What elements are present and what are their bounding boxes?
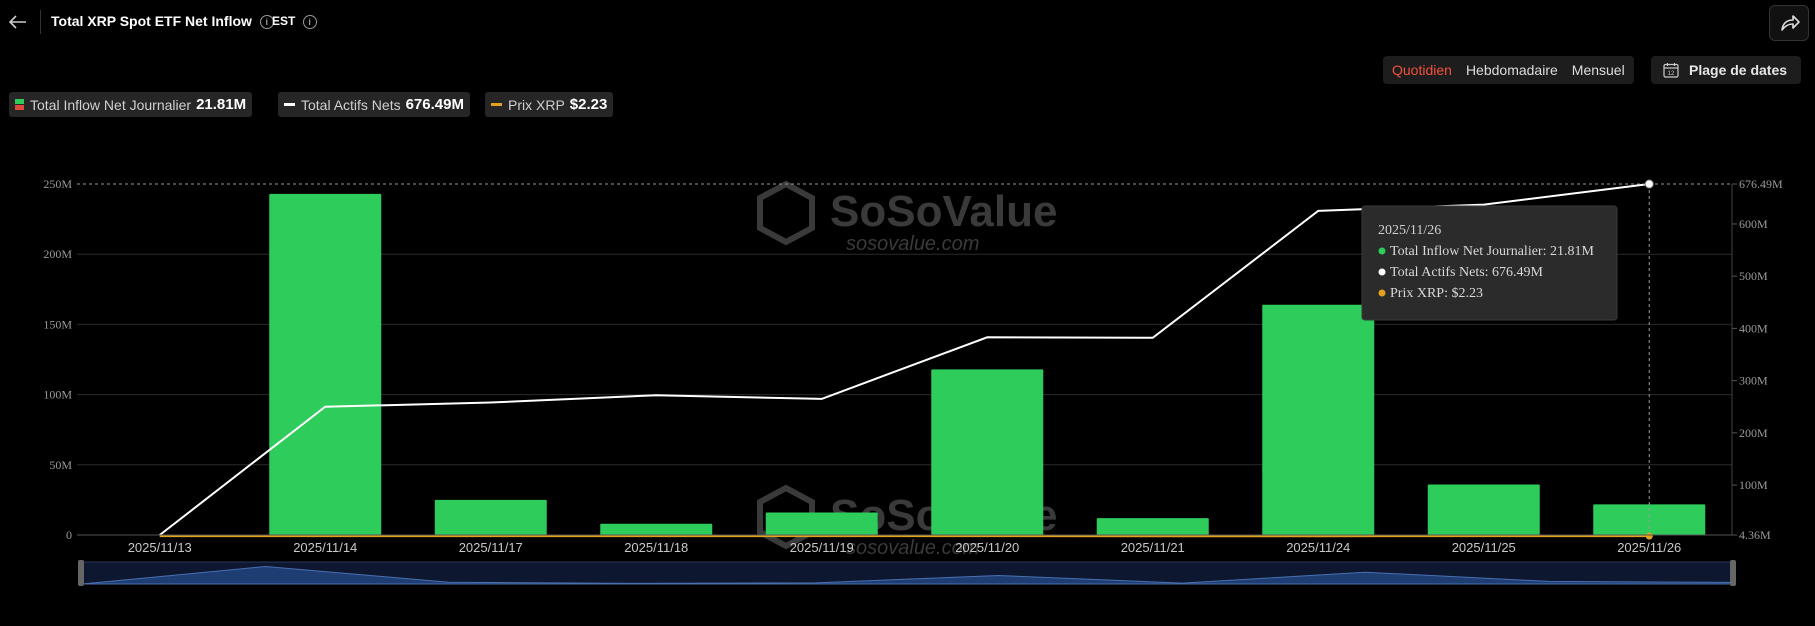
legend-label: Total Actifs Nets: [301, 96, 401, 113]
top-bar: Total XRP Spot ETF Net Inflow i EST i: [0, 0, 1815, 44]
bar: [1262, 304, 1375, 535]
period-selector: Quotidien Hebdomadaire Mensuel: [1383, 56, 1634, 84]
x-tick-label: 2025/11/19: [790, 540, 854, 555]
x-tick-label: 2025/11/17: [459, 540, 523, 555]
legend-item-net-assets[interactable]: Total Actifs Nets 676.49M: [278, 92, 470, 117]
x-tick-label: 2025/11/21: [1121, 540, 1185, 555]
info-icon[interactable]: i: [302, 14, 317, 29]
x-tick-label: 2025/11/24: [1286, 540, 1350, 555]
timezone-text: EST: [272, 14, 296, 28]
tooltip-dot: [1378, 268, 1386, 276]
watermark-logo-shape: [757, 180, 815, 246]
y-right-tick-label: 600M: [1739, 217, 1768, 231]
y-right-tick-label: 300M: [1739, 374, 1768, 388]
highlight-point: [1644, 179, 1654, 189]
y-right-tick-label: 676.49M: [1739, 177, 1783, 191]
y-right-tick-label: 500M: [1739, 269, 1768, 283]
page-title: Total XRP Spot ETF Net Inflow i: [51, 13, 274, 30]
tooltip-row: Total Actifs Nets: 676.49M: [1390, 265, 1544, 280]
page-title-text: Total XRP Spot ETF Net Inflow: [51, 13, 252, 29]
bar: [931, 369, 1044, 535]
tab-weekly[interactable]: Hebdomadaire: [1465, 62, 1558, 78]
highlight-price-point: [1645, 532, 1653, 540]
date-range-label: Plage de dates: [1689, 62, 1788, 78]
navigator-handle-right: [1730, 560, 1736, 586]
y-left-tick-label: 150M: [43, 317, 72, 331]
bar: [600, 523, 713, 535]
bar-series: [269, 193, 1706, 535]
bar-swatch-icon: [15, 99, 24, 110]
tooltip-date: 2025/11/26: [1378, 223, 1441, 238]
legend-value: 21.81M: [196, 96, 247, 113]
tab-daily[interactable]: Quotidien: [1392, 62, 1452, 78]
y-left-tick-label: 0: [66, 528, 72, 542]
bar: [1427, 484, 1540, 535]
back-arrow-icon[interactable]: [6, 10, 30, 34]
x-tick-label: 2025/11/14: [293, 540, 357, 555]
x-tick-label: 2025/11/13: [128, 540, 192, 555]
calendar-day-text: 12: [1668, 71, 1675, 77]
x-tick-label: 2025/11/20: [955, 540, 1019, 555]
bar: [434, 499, 547, 535]
tab-monthly[interactable]: Mensuel: [1571, 62, 1625, 78]
tooltip-dot: [1378, 289, 1386, 297]
tooltip-box: [1361, 205, 1618, 321]
bar: [1096, 518, 1209, 535]
legend-label: Prix XRP: [508, 96, 565, 113]
watermark-url: sosovalue.com: [846, 537, 979, 559]
x-tick-label: 2025/11/25: [1452, 540, 1516, 555]
date-range-button[interactable]: 12 Plage de dates: [1651, 56, 1801, 84]
watermark-brand: SoSoValue: [830, 187, 1057, 236]
legend-value: $2.23: [569, 96, 608, 113]
y-left-tick-label: 200M: [43, 247, 72, 261]
calendar-icon: 12: [1663, 63, 1679, 78]
tooltip-dot: [1378, 247, 1386, 255]
line-swatch-icon: [491, 102, 502, 106]
axis-labels: 0 50M 100M 150M 200M 250M 4.36M 100M 200M 300M 400…: [43, 177, 1783, 555]
line-swatch-icon: [284, 102, 295, 106]
y-right-tick-label: 100M: [1739, 478, 1768, 492]
y-right-tick-label: 4.36M: [1739, 528, 1771, 542]
legend-value: 676.49M: [405, 96, 464, 113]
legend-label: Total Inflow Net Journalier: [30, 96, 192, 113]
legend-item-xrp-price[interactable]: Prix XRP $2.23: [485, 92, 614, 117]
y-left-tick-label: 50M: [49, 458, 72, 472]
info-icon[interactable]: i: [259, 15, 274, 30]
bar: [1593, 504, 1706, 535]
y-left-tick-label: 250M: [43, 177, 72, 191]
y-left-tick-label: 100M: [43, 388, 72, 402]
bar: [765, 512, 878, 535]
range-navigator[interactable]: [78, 560, 1736, 586]
x-tick-label: 2025/11/26: [1617, 540, 1681, 555]
watermark-url: sosovalue.com: [846, 233, 979, 255]
tooltip-row: Total Inflow Net Journalier: 21.81M: [1390, 244, 1594, 259]
y-right-tick-label: 200M: [1739, 426, 1768, 440]
legend-item-daily-inflow[interactable]: Total Inflow Net Journalier 21.81M: [9, 92, 253, 117]
tooltip-row: Prix XRP: $2.23: [1390, 286, 1483, 301]
tooltip: 2025/11/26 Total Inflow Net Journalier: 2…: [1361, 205, 1618, 321]
inflow-chart[interactable]: SoSoValuesosovalue.comSoSoValuesosovalue…: [0, 150, 1815, 590]
divider: [40, 10, 41, 34]
y-right-tick-label: 400M: [1739, 321, 1768, 335]
share-icon[interactable]: [1769, 5, 1809, 41]
timezone-label: EST i: [272, 14, 317, 29]
bar: [269, 193, 382, 535]
navigator-handle-left: [78, 560, 84, 586]
x-tick-label: 2025/11/18: [624, 540, 688, 555]
